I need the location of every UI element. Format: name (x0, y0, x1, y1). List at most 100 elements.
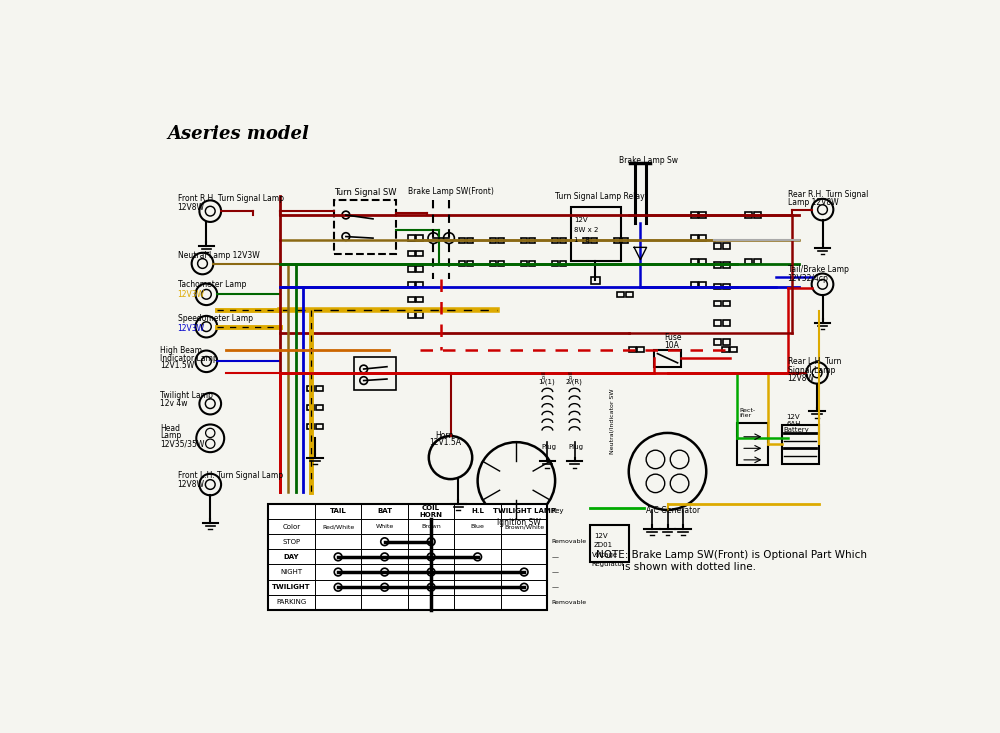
Bar (416, 297, 423, 303)
Text: —: — (551, 584, 558, 590)
Text: Voltage: Voltage (592, 551, 618, 558)
Bar (629, 347, 636, 353)
Bar (723, 339, 730, 345)
Bar (654, 350, 681, 366)
Circle shape (381, 538, 388, 545)
Bar (316, 386, 323, 391)
Circle shape (334, 553, 342, 561)
Circle shape (427, 583, 435, 591)
Text: 12V32/4cp: 12V32/4cp (788, 273, 828, 282)
Text: NIGHT: NIGHT (281, 569, 303, 575)
Text: 10A: 10A (664, 341, 679, 350)
Bar (723, 320, 730, 325)
Text: Brown/White: Brown/White (504, 524, 544, 529)
Circle shape (381, 568, 388, 576)
Text: Speedometer Lamp: Speedometer Lamp (178, 314, 253, 323)
Bar (416, 251, 423, 257)
Bar (467, 238, 473, 243)
Text: 1.(1): 1.(1) (538, 378, 555, 385)
Text: Plug: Plug (568, 444, 583, 451)
Text: Battery: Battery (783, 427, 809, 432)
Text: Turn Signal SW: Turn Signal SW (334, 188, 397, 197)
Bar (408, 281, 415, 287)
Text: 6AH: 6AH (786, 421, 801, 427)
Bar (416, 281, 423, 287)
Bar (723, 284, 730, 290)
Bar (416, 266, 423, 272)
Circle shape (334, 583, 342, 591)
Bar (691, 235, 698, 241)
Text: 12V1.5W: 12V1.5W (160, 361, 194, 370)
Bar (699, 281, 706, 287)
Bar (583, 238, 589, 243)
Bar (467, 261, 473, 266)
Text: Fuse: Fuse (664, 333, 682, 342)
Bar (408, 235, 415, 241)
Bar (521, 238, 527, 243)
Circle shape (381, 583, 388, 591)
Bar (637, 347, 644, 353)
Text: Brake Lamp Sw: Brake Lamp Sw (619, 155, 678, 165)
Bar (307, 424, 314, 430)
Bar (498, 238, 504, 243)
Bar (730, 347, 737, 353)
Text: Turn Signal Lamp Relay: Turn Signal Lamp Relay (555, 192, 645, 201)
Text: 12v 4w: 12v 4w (160, 399, 187, 408)
Circle shape (520, 583, 528, 591)
Text: Ignition SW: Ignition SW (497, 517, 541, 526)
Text: Aseries model: Aseries model (168, 125, 310, 143)
Text: 12V35/35W: 12V35/35W (160, 439, 204, 448)
Circle shape (427, 538, 435, 545)
Bar (552, 261, 558, 266)
Text: Color: Color (283, 523, 301, 529)
Bar (591, 238, 597, 243)
Bar (617, 292, 624, 297)
Text: —: — (551, 569, 558, 575)
Circle shape (520, 568, 528, 576)
Bar (354, 358, 396, 390)
Text: Brake Lamp SW(Front): Brake Lamp SW(Front) (408, 186, 494, 196)
Bar (552, 238, 558, 243)
Bar (714, 301, 721, 306)
Text: Lamp: Lamp (160, 432, 181, 441)
Bar (622, 238, 628, 243)
Bar (521, 261, 527, 266)
Text: 2.(R): 2.(R) (565, 378, 582, 385)
Text: Removable: Removable (551, 539, 586, 544)
Text: STOP: STOP (283, 539, 301, 545)
Bar (560, 261, 566, 266)
Text: 8W x 2: 8W x 2 (574, 226, 599, 232)
Circle shape (474, 553, 482, 561)
Text: Brown: Brown (421, 524, 441, 529)
Text: 12V: 12V (786, 414, 800, 421)
Text: Tail/Brake Lamp: Tail/Brake Lamp (788, 265, 848, 274)
Bar (416, 312, 423, 318)
Text: —: — (551, 554, 558, 560)
Text: Coil: Coil (568, 371, 573, 383)
Bar (408, 266, 415, 272)
Bar (408, 297, 415, 303)
Bar (626, 292, 633, 297)
Text: Horn: Horn (435, 430, 453, 440)
Text: 12V3W: 12V3W (178, 323, 205, 333)
Text: Indicator Lamp: Indicator Lamp (160, 353, 218, 363)
Bar (334, 199, 396, 254)
Text: A.C Generator: A.C Generator (646, 506, 700, 515)
Bar (714, 243, 721, 248)
Text: 12V8W: 12V8W (178, 204, 205, 213)
Bar (714, 339, 721, 345)
Text: Regulator: Regulator (592, 561, 625, 567)
Bar (754, 259, 761, 264)
Text: Tachometer Lamp: Tachometer Lamp (178, 281, 246, 290)
Text: Signal Lamp: Signal Lamp (788, 366, 835, 375)
Circle shape (427, 568, 435, 576)
Bar (408, 312, 415, 318)
Bar (714, 284, 721, 290)
Bar (722, 347, 729, 353)
Circle shape (427, 553, 435, 561)
Text: Coil: Coil (541, 371, 546, 383)
Text: NOTE: Brake Lamp SW(Front) is Optional Part Which
        is shown with dotted l: NOTE: Brake Lamp SW(Front) is Optional P… (596, 550, 867, 572)
Text: H.L: H.L (471, 509, 484, 515)
Bar (498, 261, 504, 266)
Bar (714, 262, 721, 268)
